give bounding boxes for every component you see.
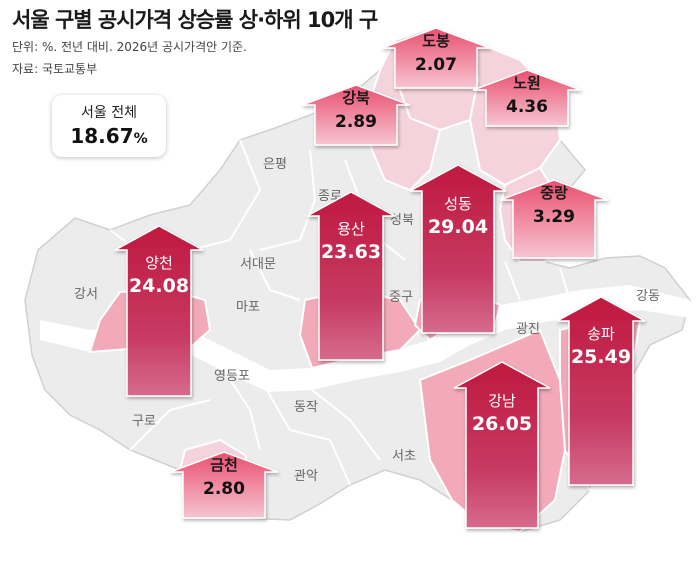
seoul-total-number: 18.67: [70, 124, 134, 148]
rate-arrow-strong: 용산 23.63: [306, 191, 396, 361]
rate-arrow-pale: 도봉 2.07: [381, 27, 491, 89]
seoul-total-box: 서울 전체 18.67%: [52, 95, 166, 157]
district-label: 중구: [389, 290, 413, 305]
district-label: 마포: [236, 300, 260, 315]
arrow-shape: [301, 84, 411, 146]
rate-arrow-strong: 성동 29.04: [409, 164, 507, 334]
arrow-rate-value: 25.49: [571, 346, 631, 368]
arrow-district-name: 강남: [488, 392, 516, 410]
district-label: 동작: [294, 400, 318, 415]
rate-arrow-pale: 금천 2.80: [169, 451, 279, 519]
district-label: 은평: [263, 157, 287, 172]
arrow-shape: [306, 191, 396, 361]
district-label: 영등포: [214, 369, 250, 384]
district-label: 서초: [392, 449, 416, 464]
district-label: 서대문: [240, 257, 276, 272]
seoul-total-unit: %: [133, 131, 148, 147]
arrow-district-name: 금천: [210, 456, 238, 474]
arrow-district-name: 노원: [513, 74, 541, 92]
arrow-district-name: 송파: [587, 325, 615, 343]
han-river: [40, 285, 690, 392]
district-label: 관악: [294, 469, 318, 484]
arrow-rate-value: 2.80: [203, 479, 245, 499]
district-label: 강동: [636, 289, 660, 304]
arrow-shape: [169, 451, 279, 519]
rate-arrow-pale: 노원 4.36: [472, 69, 582, 127]
rate-arrow-strong: 양천 24.08: [114, 225, 204, 397]
arrow-rate-value: 4.36: [506, 97, 548, 117]
rate-arrow-strong: 송파 25.49: [556, 296, 646, 486]
arrow-district-name: 용산: [337, 220, 365, 238]
arrow-rate-value: 26.05: [472, 413, 532, 435]
arrow-rate-value: 29.04: [428, 216, 488, 238]
arrow-district-name: 중랑: [540, 184, 568, 202]
arrow-district-name: 강북: [342, 89, 370, 107]
arrow-rate-value: 2.89: [335, 112, 377, 132]
unit-note: 단위: %. 전년 대비. 2026년 공시가격안 기준.: [12, 40, 247, 54]
arrow-shape: [472, 69, 582, 127]
district-label: 성북: [390, 213, 414, 228]
district-label: 광진: [516, 322, 540, 337]
arrow-rate-value: 23.63: [321, 241, 381, 263]
rate-arrow-pale: 강북 2.89: [301, 84, 411, 146]
arrow-shape: [453, 361, 551, 529]
source-note: 자료: 국토교통부: [12, 62, 98, 76]
arrow-rate-value: 24.08: [129, 275, 189, 297]
arrow-rate-value: 2.07: [415, 55, 457, 75]
arrow-shape: [114, 225, 204, 397]
rate-arrows: 도봉 2.07 노원 4.36 강북 2.89 중랑 3.29 금천 2.80 성동 29.04 용산 2…: [114, 27, 646, 529]
arrow-shape: [499, 179, 609, 259]
rate-arrow-strong: 강남 26.05: [453, 361, 551, 529]
arrow-district-name: 성동: [444, 195, 472, 213]
seoul-total-value: 18.67%: [52, 124, 166, 148]
arrow-district-name: 양천: [145, 254, 173, 272]
arrow-district-name: 도봉: [422, 32, 450, 50]
seoul-total-label: 서울 전체: [81, 105, 137, 121]
district-label: 구로: [132, 414, 156, 429]
district-label: 강서: [74, 287, 98, 302]
arrow-shape: [381, 27, 491, 89]
arrow-shape: [409, 164, 507, 334]
chart-title: 서울 구별 공시가격 상승률 상·하위 10개 구: [12, 8, 378, 32]
arrow-rate-value: 3.29: [533, 207, 575, 227]
rate-arrow-pale: 중랑 3.29: [499, 179, 609, 259]
arrow-shape: [556, 296, 646, 486]
